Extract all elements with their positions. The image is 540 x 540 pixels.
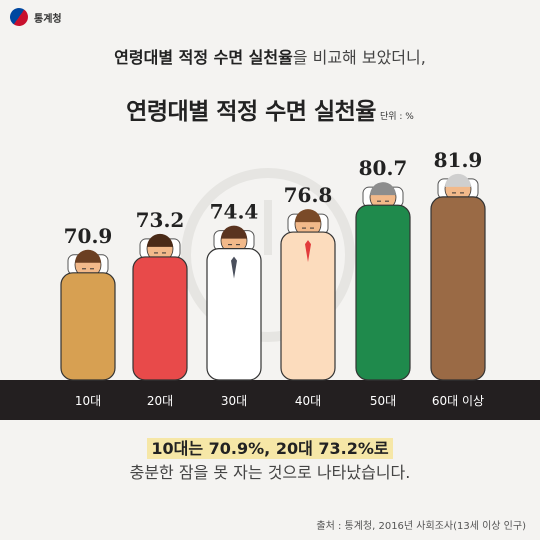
source-note: 출처 : 통계청, 2016년 사회조사(13세 이상 인구) [316, 521, 526, 532]
necktie [231, 256, 237, 279]
category-label: 30대 [221, 394, 247, 408]
caption: 10대는 70.9%, 20대 73.2%로 충분한 잠을 못 자는 것으로 나… [0, 437, 540, 485]
axis-band [0, 380, 540, 420]
intro-bold: 연령대별 적정 수면 실천율 [114, 48, 293, 67]
chart-unit: 단위 : % [379, 112, 414, 122]
org-logo: 통계청 [6, 4, 62, 30]
category-label: 50대 [370, 394, 396, 408]
necktie [305, 240, 311, 263]
bar [60, 272, 116, 381]
chart-title: 연령대별 적정 수면 실천율 [126, 99, 376, 125]
intro-rest: 을 비교해 보았더니, [292, 48, 426, 67]
caption-highlight: 10대는 70.9%, 20대 73.2%로 [147, 438, 393, 459]
sleeper-hair [370, 182, 396, 196]
bar [280, 231, 336, 381]
chart-title-row: 연령대별 적정 수면 실천율 단위 : % [0, 92, 540, 126]
value-label: 80.7 [359, 156, 408, 180]
sleeper-hair [147, 233, 173, 247]
value-label: 73.2 [136, 208, 185, 232]
sleeper-hair [295, 209, 321, 223]
background-clock-ring [181, 168, 355, 342]
value-label: 74.4 [210, 200, 259, 224]
caption-line2: 충분한 잠을 못 자는 것으로 나타났습니다. [129, 463, 411, 482]
sleeper-hair [445, 173, 471, 187]
bar [206, 248, 262, 381]
value-label: 81.9 [434, 148, 483, 172]
bar [132, 256, 188, 381]
value-label: 76.8 [284, 183, 333, 207]
value-label: 70.9 [64, 224, 113, 248]
intro-text: 연령대별 적정 수면 실천율을 비교해 보았더니, [0, 44, 540, 68]
sleeper-hair [75, 249, 101, 263]
bar [430, 196, 486, 381]
category-label: 20대 [147, 394, 173, 408]
bar [355, 204, 411, 381]
category-label: 60대 이상 [432, 394, 484, 408]
category-label: 40대 [295, 394, 321, 408]
sleeper-hair [221, 225, 247, 239]
category-label: 10대 [75, 394, 101, 408]
org-name: 통계청 [34, 13, 62, 25]
